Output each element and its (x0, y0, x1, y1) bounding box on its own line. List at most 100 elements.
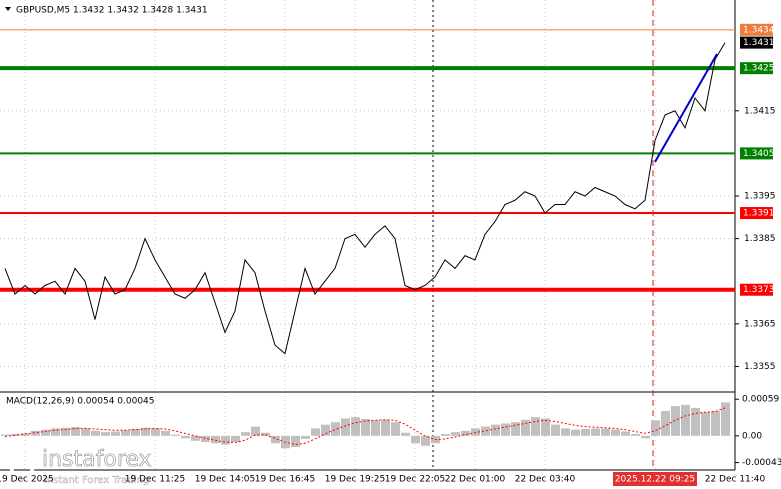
y-tick-label: 1.3395 (744, 192, 776, 202)
macd-bar (201, 435, 210, 443)
macd-bar (21, 433, 30, 436)
y-tick-label: 1.3355 (744, 362, 776, 372)
trend-line (654, 53, 718, 163)
macd-bar (221, 435, 230, 445)
level-label: 1.3391 (743, 209, 775, 219)
macd-bar (571, 429, 580, 436)
macd-bar (631, 433, 640, 436)
macd-bar (711, 411, 720, 436)
macd-bar (161, 430, 170, 436)
current-price-label: 1.3431 (743, 38, 775, 48)
macd-bar (321, 424, 330, 436)
macd-bar (181, 435, 190, 439)
level-label: 1.3373 (743, 285, 775, 295)
current-price-bg (740, 36, 773, 49)
macd-bar (101, 432, 110, 436)
macd-bar (91, 430, 100, 436)
level-label-bg (740, 23, 773, 36)
plot (0, 29, 735, 449)
macd-bar (421, 435, 430, 446)
grid (0, 0, 736, 470)
macd-bar (411, 435, 420, 444)
macd-bar (381, 419, 390, 436)
level-label-bg (740, 147, 773, 160)
x-tick-label: 19 Dec 19:25 (325, 475, 386, 485)
y-tick-label: 1.3365 (744, 319, 776, 329)
macd-bar (271, 435, 280, 444)
level-label-bg (740, 283, 773, 296)
macd-bar (611, 429, 620, 436)
macd-bar (541, 418, 550, 436)
macd-bar (461, 430, 470, 436)
macd-bar (51, 428, 60, 436)
watermark-brand: instaforex (42, 447, 152, 472)
x-tick-label: 19 Dec 14:05 (195, 475, 256, 485)
x-tick-label: 19 Dec 2025 (0, 475, 54, 485)
x-tick-label: 19 Dec 22:05 (385, 475, 446, 485)
macd-tick-label: 0.00 (742, 431, 762, 441)
time-highlight (613, 472, 697, 486)
macd-bar (671, 406, 680, 436)
macd-bar (701, 412, 710, 436)
macd-bar (601, 428, 610, 436)
macd-bar (1, 434, 10, 436)
macd-bar (391, 422, 400, 436)
macd-bar (291, 435, 300, 448)
macd-bar (211, 435, 220, 444)
macd-bar (621, 431, 630, 436)
macd-bar (71, 427, 80, 436)
x-tick-label: 22 Dec 01:00 (445, 475, 506, 485)
macd-bar (501, 423, 510, 436)
x-tick-label: 2025.12.22 09:25 (615, 475, 695, 485)
macd-bar (551, 424, 560, 436)
macd-bar (651, 420, 660, 436)
macd-bar (131, 429, 140, 436)
macd-bar (481, 426, 490, 436)
watermark: instaforex Instant Forex Trading (7, 447, 152, 486)
y-tick-label: 1.3415 (744, 106, 776, 116)
macd-bar (491, 424, 500, 436)
level-label: 1.3405 (743, 149, 775, 159)
y-tick-label: 1.3385 (744, 234, 776, 244)
macd-bar (401, 432, 410, 436)
macd-bar (371, 420, 380, 436)
macd-bar (691, 407, 700, 436)
macd-bar (151, 428, 160, 436)
macd-bar (661, 411, 670, 436)
macd-bar (171, 434, 180, 436)
macd-bar (341, 418, 350, 436)
macd-bar (81, 428, 90, 436)
macd-bar (111, 431, 120, 436)
macd-bar (61, 427, 70, 436)
logo-icon (7, 447, 37, 477)
x-tick-label: 19 Dec 11:25 (125, 475, 186, 485)
level-label: 1.3434 (743, 25, 775, 35)
level-label-bg (740, 62, 773, 75)
macd-bar (11, 433, 20, 436)
macd-bar (361, 419, 370, 436)
macd-bar (241, 432, 250, 436)
macd-bar (301, 435, 310, 439)
macd-bar (251, 426, 260, 436)
macd-bar (581, 429, 590, 436)
x-tick-label: 19 Dec 16:45 (255, 475, 316, 485)
macd-bar (311, 428, 320, 436)
macd-bar (331, 422, 340, 436)
macd-bar (121, 430, 130, 436)
macd-bar (261, 432, 270, 436)
macd-bar (561, 428, 570, 436)
macd-bar (521, 419, 530, 436)
x-tick-label: 22 Dec 11:40 (705, 475, 766, 485)
macd-bar (471, 428, 480, 436)
macd-bar (231, 435, 240, 443)
price-line (4, 42, 726, 355)
macd-tick-label: -0.00043 (742, 458, 781, 468)
macd-bar (721, 402, 730, 436)
macd-bar (141, 427, 150, 436)
macd-bar (191, 435, 200, 441)
macd-bar (441, 433, 450, 436)
macd-bar (681, 404, 690, 436)
